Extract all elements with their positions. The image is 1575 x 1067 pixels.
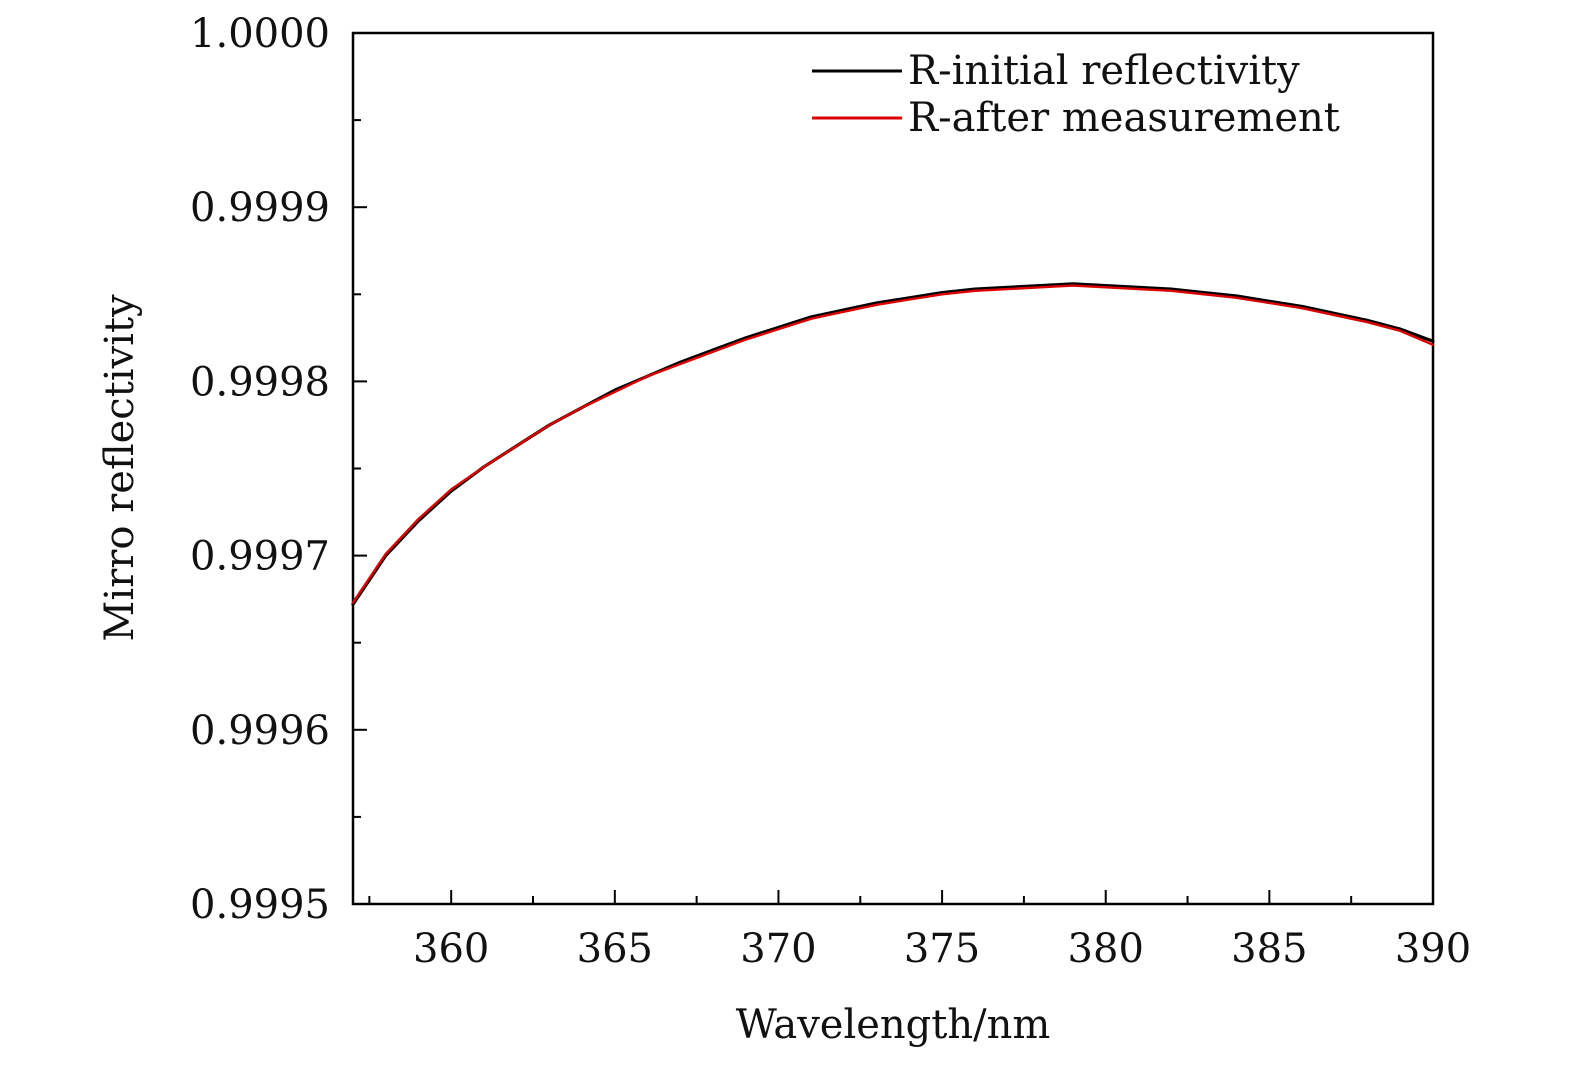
plot-frame [351, 31, 1435, 906]
x-tick-label: 360 [413, 926, 489, 972]
y-axis-ticks: 0.9995 0.9996 0.9997 0.9998 0.9999 1.0000 [190, 11, 367, 928]
y-tick-label: 0.9996 [190, 708, 330, 754]
series-line-after [351, 284, 1435, 604]
legend-label-initial: R-initial reflectivity [908, 48, 1300, 94]
x-tick-label: 385 [1231, 926, 1307, 972]
y-tick-label: 0.9997 [190, 534, 330, 580]
y-tick-label: 0.9998 [190, 359, 330, 405]
x-tick-label: 375 [904, 926, 980, 972]
x-tick-label: 365 [577, 926, 653, 972]
x-tick-label: 380 [1068, 926, 1144, 972]
legend: R-initial reflectivity R-after measureme… [812, 48, 1340, 141]
y-tick-label: 0.9995 [190, 882, 330, 928]
x-axis-title: Wavelength/nm [736, 1002, 1051, 1048]
x-tick-label: 370 [740, 926, 816, 972]
series-layer [351, 282, 1435, 607]
y-tick-label: 1.0000 [190, 11, 330, 57]
x-tick-label: 390 [1395, 926, 1471, 972]
series-line-initial [351, 282, 1435, 607]
y-tick-label: 0.9999 [190, 185, 330, 231]
y-axis-title: Mirro reflectivity [97, 294, 143, 642]
x-axis-ticks: 360 365 370 375 380 385 390 [368, 890, 1471, 972]
legend-label-after: R-after measurement [908, 95, 1340, 141]
